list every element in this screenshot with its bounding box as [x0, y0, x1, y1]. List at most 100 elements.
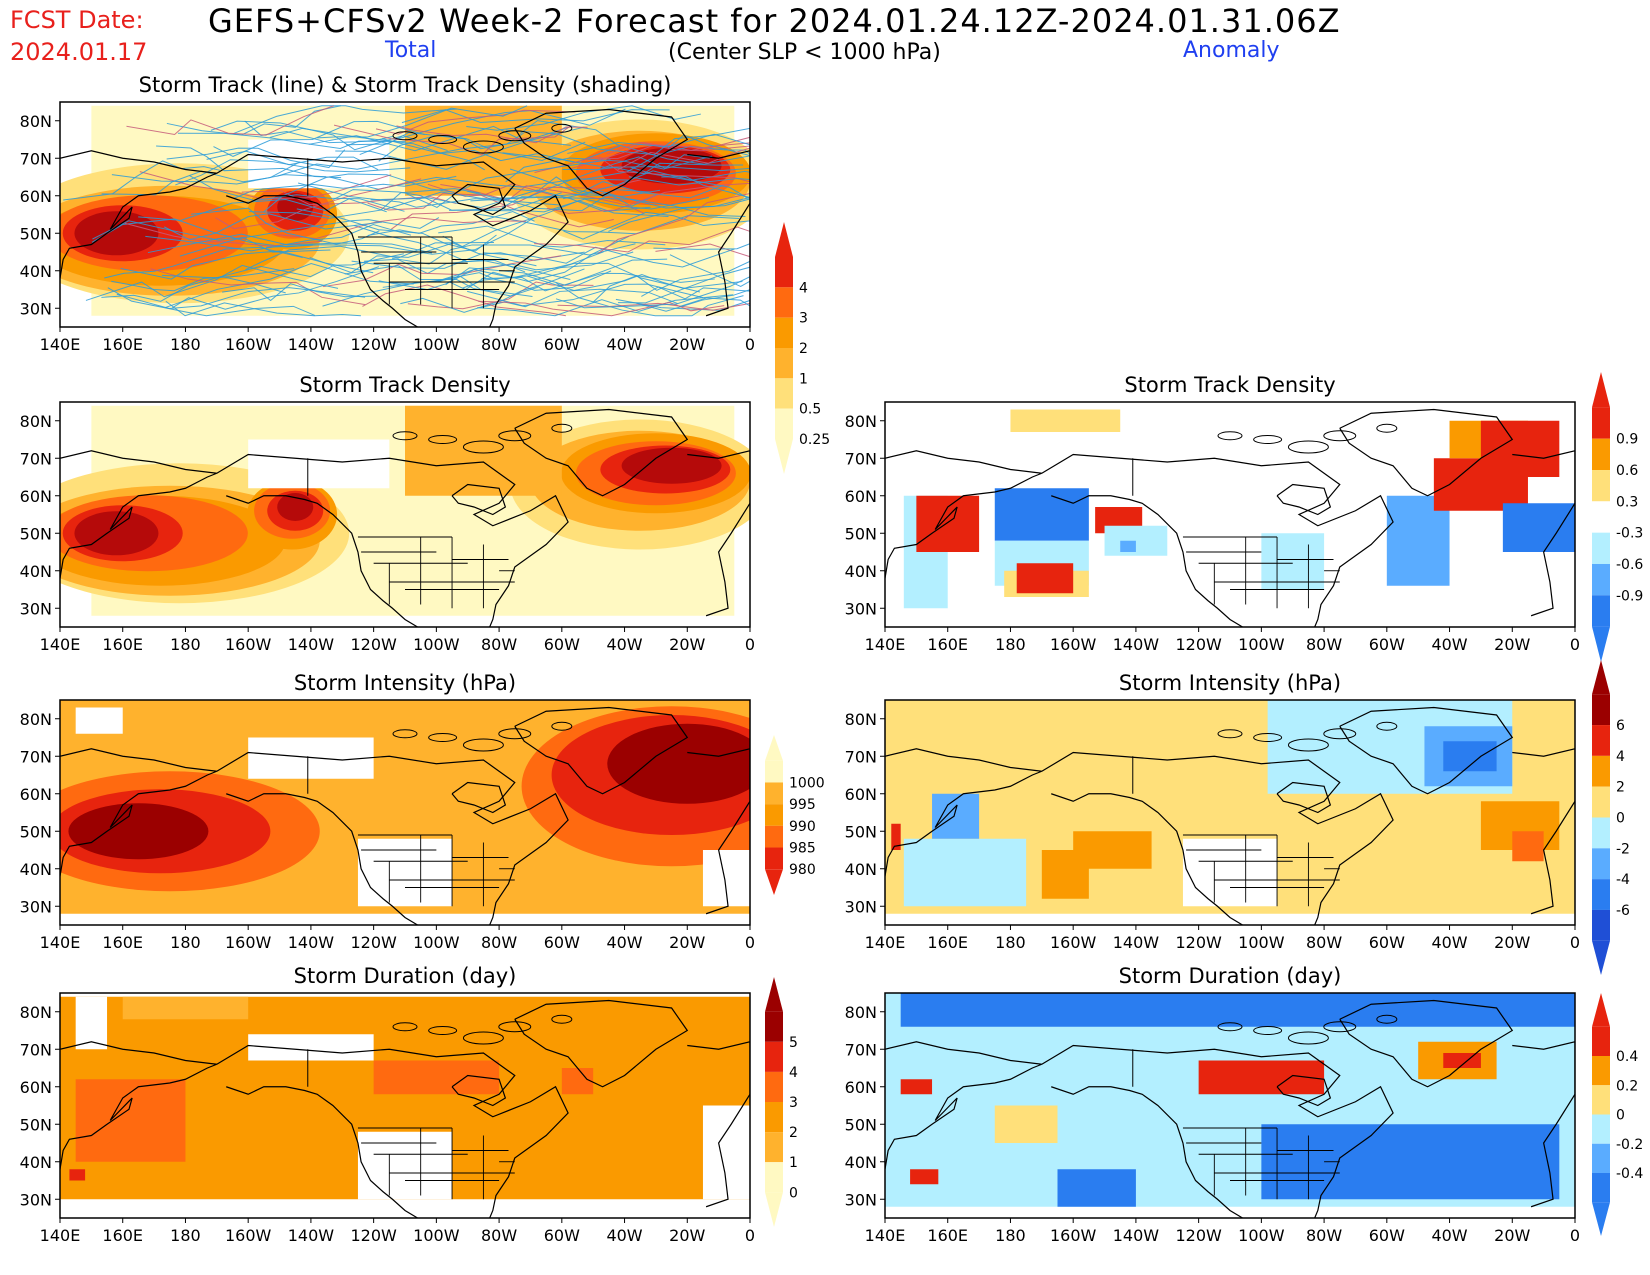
lon-tick-label: 140E — [865, 635, 906, 654]
colorbar-label: 0.9 — [1616, 432, 1638, 448]
lon-tick-label: 80W — [481, 635, 517, 654]
lon-tick-label: 140E — [865, 1226, 906, 1245]
lon-tick-label: 160E — [102, 335, 143, 354]
coastline — [1041, 1044, 1394, 1218]
storm-track-line — [85, 264, 339, 301]
lon-tick-label: 100W — [1238, 635, 1285, 654]
lat-tick-label: 40N — [845, 860, 877, 879]
lat-tick-label: 30N — [845, 1190, 877, 1209]
panel-title: Storm Duration (day) — [294, 964, 517, 988]
colorbar-swatch — [1592, 694, 1610, 726]
storm-track-line — [111, 174, 327, 185]
lon-tick-label: 180 — [995, 933, 1026, 952]
storm-track-line — [362, 284, 566, 317]
storm-track-line — [567, 142, 750, 171]
lat-tick-label: 30N — [20, 299, 52, 318]
panel-title: Storm Track (line) & Storm Track Density… — [139, 73, 672, 97]
lon-tick-label: 100W — [413, 933, 460, 952]
storm-track-line — [370, 189, 651, 212]
storm-track-line — [563, 170, 750, 200]
island-outline — [1376, 721, 1398, 731]
storm-track-line — [233, 175, 457, 199]
lon-tick-label: 100W — [413, 1226, 460, 1245]
colorbar-label: 0.4 — [1616, 1049, 1638, 1065]
lon-tick-label: 60W — [544, 335, 580, 354]
colorbar: 0.4 0.2 0 -0.2 -0.4 — [1592, 993, 1643, 1236]
storm-track-line — [509, 176, 652, 196]
coastline — [1051, 793, 1243, 925]
duration-total-frame — [59, 992, 751, 1219]
duration-anomaly-frame — [884, 992, 1576, 1219]
island-outline — [1287, 1031, 1329, 1045]
lon-tick-label: 60W — [1369, 933, 1405, 952]
colorbar-label: 0.25 — [799, 432, 830, 448]
colorbar-swatch — [1592, 532, 1610, 564]
panel-title: Storm Track Density — [1124, 373, 1335, 397]
lon-tick-label: 40W — [606, 1226, 642, 1245]
coastline — [1276, 1074, 1332, 1107]
colorbar-arrow-bottom — [765, 869, 783, 895]
panel-title: Storm Track Density — [299, 373, 510, 397]
coastline — [687, 150, 750, 317]
lon-tick-label: 100W — [1238, 933, 1285, 952]
storm-track-line — [150, 268, 366, 306]
lon-tick-label: 120W — [350, 933, 397, 952]
coastline — [885, 1041, 1043, 1170]
colorbar-label: 990 — [789, 819, 816, 835]
storm-track-line — [359, 108, 626, 155]
colorbar-label: 2 — [799, 341, 808, 357]
lon-tick-label: 180 — [995, 1226, 1026, 1245]
density-anomaly-map — [885, 402, 1575, 627]
coastline — [687, 748, 750, 915]
lat-tick-label: 80N — [845, 412, 877, 431]
colorbar-label: 1 — [789, 1155, 798, 1171]
panel-title: Storm Intensity (hPa) — [294, 671, 516, 695]
lat-tick-label: 70N — [20, 149, 52, 168]
lon-tick-label: 60W — [1369, 1226, 1405, 1245]
colorbar-swatch — [1592, 879, 1610, 910]
storm-track-line — [162, 253, 404, 279]
lon-tick-label: 160W — [1050, 933, 1097, 952]
colorbar-swatch — [765, 1132, 783, 1163]
lon-tick-label: 20W — [669, 933, 705, 952]
colorbar-swatch — [1592, 817, 1610, 849]
storm-track-line — [478, 300, 725, 317]
lon-tick-label: 140W — [288, 635, 335, 654]
lon-tick-label: 40W — [606, 635, 642, 654]
panel-title: Storm Intensity (hPa) — [1119, 671, 1341, 695]
coastline — [1041, 453, 1394, 627]
colorbar-swatch — [775, 348, 793, 379]
lon-tick-label: 160E — [927, 635, 968, 654]
lon-tick-label: 160E — [927, 1226, 968, 1245]
colorbar-swatch — [1592, 1143, 1610, 1173]
lat-tick-label: 80N — [20, 412, 52, 431]
storm-track-line — [534, 226, 750, 253]
storm-track-line — [607, 141, 750, 155]
storm-track-line — [166, 147, 346, 169]
lon-tick-label: 120W — [350, 635, 397, 654]
colorbar: 1000 995 990 985 980 — [765, 735, 825, 895]
storm-track-line — [378, 134, 586, 162]
island-outline — [1323, 728, 1357, 740]
coastline — [1512, 1041, 1575, 1208]
colorbar-swatch — [1592, 595, 1610, 627]
island-outline — [498, 130, 532, 142]
lon-tick-label: 140W — [288, 1226, 335, 1245]
storm-track-line — [266, 216, 536, 255]
colorbar-swatch — [775, 408, 793, 439]
lon-tick-label: 20W — [1494, 933, 1530, 952]
colorbar-label: 2 — [789, 1125, 798, 1141]
lat-tick-label: 40N — [20, 262, 52, 281]
storm-track-line — [505, 127, 750, 156]
storm-track-line — [166, 105, 341, 136]
coastline — [885, 748, 1043, 877]
colorbar-swatch — [765, 1102, 783, 1133]
colorbar-swatch — [1592, 1056, 1610, 1086]
coastline — [514, 706, 689, 795]
coastline — [1276, 781, 1332, 814]
colorbar-swatch — [775, 317, 793, 348]
lon-tick-label: 180 — [170, 635, 201, 654]
island-outline — [551, 123, 573, 133]
storm-track-line — [276, 132, 525, 177]
colorbar-swatch — [1592, 1173, 1610, 1203]
